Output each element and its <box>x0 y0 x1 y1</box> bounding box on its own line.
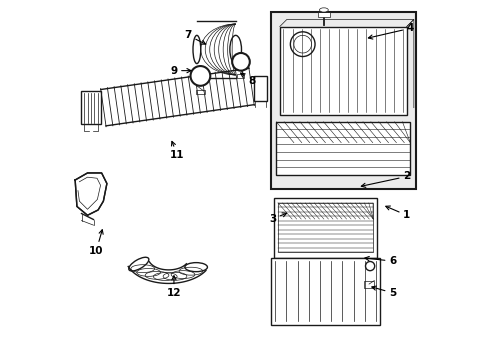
Polygon shape <box>75 173 107 215</box>
Text: 2: 2 <box>361 171 409 187</box>
Ellipse shape <box>193 35 201 64</box>
Text: 4: 4 <box>367 23 413 39</box>
FancyBboxPatch shape <box>81 91 101 125</box>
Bar <box>279 27 406 115</box>
Text: 1: 1 <box>385 206 409 220</box>
Text: 8: 8 <box>240 73 255 86</box>
Bar <box>196 90 204 94</box>
Circle shape <box>365 261 374 271</box>
Ellipse shape <box>128 257 148 271</box>
Bar <box>276 122 409 175</box>
Text: 7: 7 <box>184 30 205 44</box>
Ellipse shape <box>184 263 207 272</box>
Bar <box>363 280 374 288</box>
Bar <box>270 12 415 189</box>
Text: 5: 5 <box>371 286 395 298</box>
Ellipse shape <box>229 35 241 64</box>
Bar <box>317 12 329 17</box>
FancyBboxPatch shape <box>254 76 266 100</box>
Text: 11: 11 <box>170 141 184 160</box>
Text: 9: 9 <box>170 66 191 76</box>
Ellipse shape <box>319 8 327 12</box>
Text: 3: 3 <box>268 213 286 224</box>
Circle shape <box>232 53 249 71</box>
Text: 12: 12 <box>166 276 181 298</box>
Circle shape <box>190 66 210 86</box>
Bar <box>237 74 244 78</box>
Text: 10: 10 <box>89 230 103 256</box>
Bar <box>270 258 380 325</box>
Bar <box>274 198 376 258</box>
Bar <box>278 203 372 252</box>
Text: 6: 6 <box>364 256 395 266</box>
